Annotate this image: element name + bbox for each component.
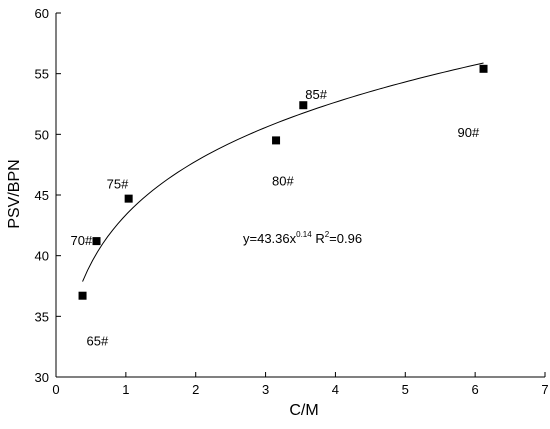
x-tick-label-4: 4 <box>332 382 339 397</box>
x-tick-label-0: 0 <box>52 382 59 397</box>
point-label-70#: 70# <box>71 233 93 248</box>
point-label-65#: 65# <box>87 334 109 349</box>
point-label-85#: 85# <box>305 87 327 102</box>
x-tick-label-3: 3 <box>262 382 269 397</box>
data-point-90# <box>479 64 488 73</box>
data-point-75# <box>124 194 133 203</box>
x-tick-label-6: 6 <box>472 382 479 397</box>
x-axis-title: C/M <box>289 402 318 419</box>
data-point-65# <box>78 291 87 300</box>
equation-r2-exponent: 2 <box>325 230 330 239</box>
point-label-90#: 90# <box>458 125 480 140</box>
fit-curve <box>82 62 484 282</box>
x-tick-label-7: 7 <box>541 382 548 397</box>
point-label-80#: 80# <box>272 173 294 188</box>
equation-r2-label: R <box>312 231 325 246</box>
fit-layer <box>82 62 484 282</box>
point-label-75#: 75# <box>107 177 129 192</box>
y-tick-label-30: 30 <box>35 370 49 385</box>
data-point-85# <box>299 101 308 110</box>
data-points <box>78 64 488 300</box>
y-tick-label-35: 35 <box>35 309 49 324</box>
data-point-70# <box>92 237 101 246</box>
x-tick-label-1: 1 <box>122 382 129 397</box>
equation-r2-value: =0.96 <box>329 231 362 246</box>
x-tick-label-5: 5 <box>402 382 409 397</box>
y-tick-label-60: 60 <box>35 6 49 21</box>
equation-base: y=43.36x <box>243 231 297 246</box>
equation-exponent: 0.14 <box>296 230 312 239</box>
y-tick-label-50: 50 <box>35 127 49 142</box>
y-tick-label-45: 45 <box>35 188 49 203</box>
data-point-80# <box>272 136 281 145</box>
point-labels: 65# 70# 75# 80# 85# 90# <box>71 87 480 348</box>
fit-equation: y=43.36x0.14 R2=0.96 <box>243 230 362 246</box>
y-axis-title: PSV/BPN <box>6 159 23 228</box>
y-tick-label-40: 40 <box>35 249 49 264</box>
x-tick-label-2: 2 <box>192 382 199 397</box>
y-tick-label-55: 55 <box>35 67 49 82</box>
